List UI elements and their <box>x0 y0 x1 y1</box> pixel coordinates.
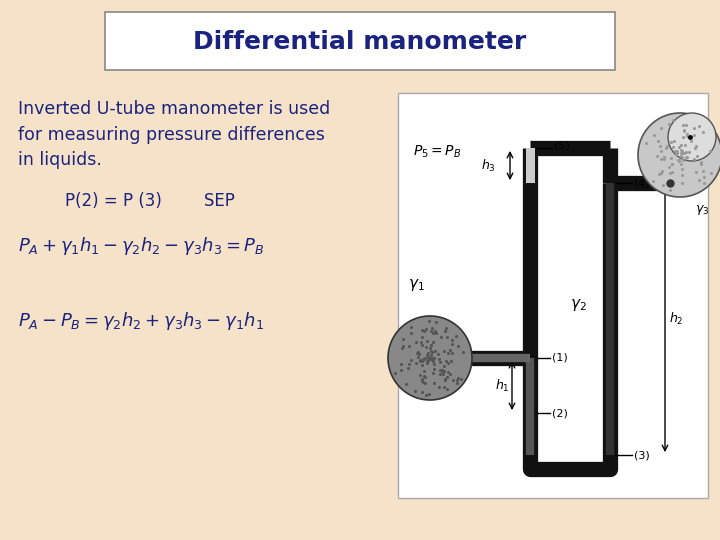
Text: (3): (3) <box>634 450 649 460</box>
Circle shape <box>638 113 720 197</box>
Text: $P_A + \gamma_1 h_1 - \gamma_2 h_2 - \gamma_3 h_3 = P_B$: $P_A + \gamma_1 h_1 - \gamma_2 h_2 - \ga… <box>18 235 264 257</box>
Text: (4): (4) <box>634 178 650 188</box>
Text: $P_A - P_B = \gamma_2 h_2 + \gamma_3 h_3 - \gamma_1 h_1$: $P_A - P_B = \gamma_2 h_2 + \gamma_3 h_3… <box>18 310 264 332</box>
Text: $P_5 = P_B$: $P_5 = P_B$ <box>413 144 462 160</box>
FancyBboxPatch shape <box>105 12 615 70</box>
Text: (1): (1) <box>552 353 568 363</box>
Text: P(2) = P (3)        SEP: P(2) = P (3) SEP <box>65 192 235 210</box>
Bar <box>526 148 535 183</box>
Text: (5): (5) <box>554 141 570 151</box>
Text: $\gamma_3$: $\gamma_3$ <box>695 203 709 217</box>
Text: $h_3$: $h_3$ <box>481 158 496 173</box>
Text: (2): (2) <box>552 408 568 418</box>
Text: $\gamma_2$: $\gamma_2$ <box>570 297 587 313</box>
Circle shape <box>388 316 472 400</box>
Text: B: B <box>686 132 694 142</box>
Text: $h_1$: $h_1$ <box>495 377 510 394</box>
Text: Differential manometer: Differential manometer <box>194 30 526 54</box>
Text: Inverted U-tube manometer is used
for measuring pressure differences
in liquids.: Inverted U-tube manometer is used for me… <box>18 100 330 170</box>
Bar <box>398 93 708 498</box>
Text: $\gamma_1$: $\gamma_1$ <box>408 277 425 293</box>
Circle shape <box>668 113 716 161</box>
Text: $h_2$: $h_2$ <box>669 311 683 327</box>
